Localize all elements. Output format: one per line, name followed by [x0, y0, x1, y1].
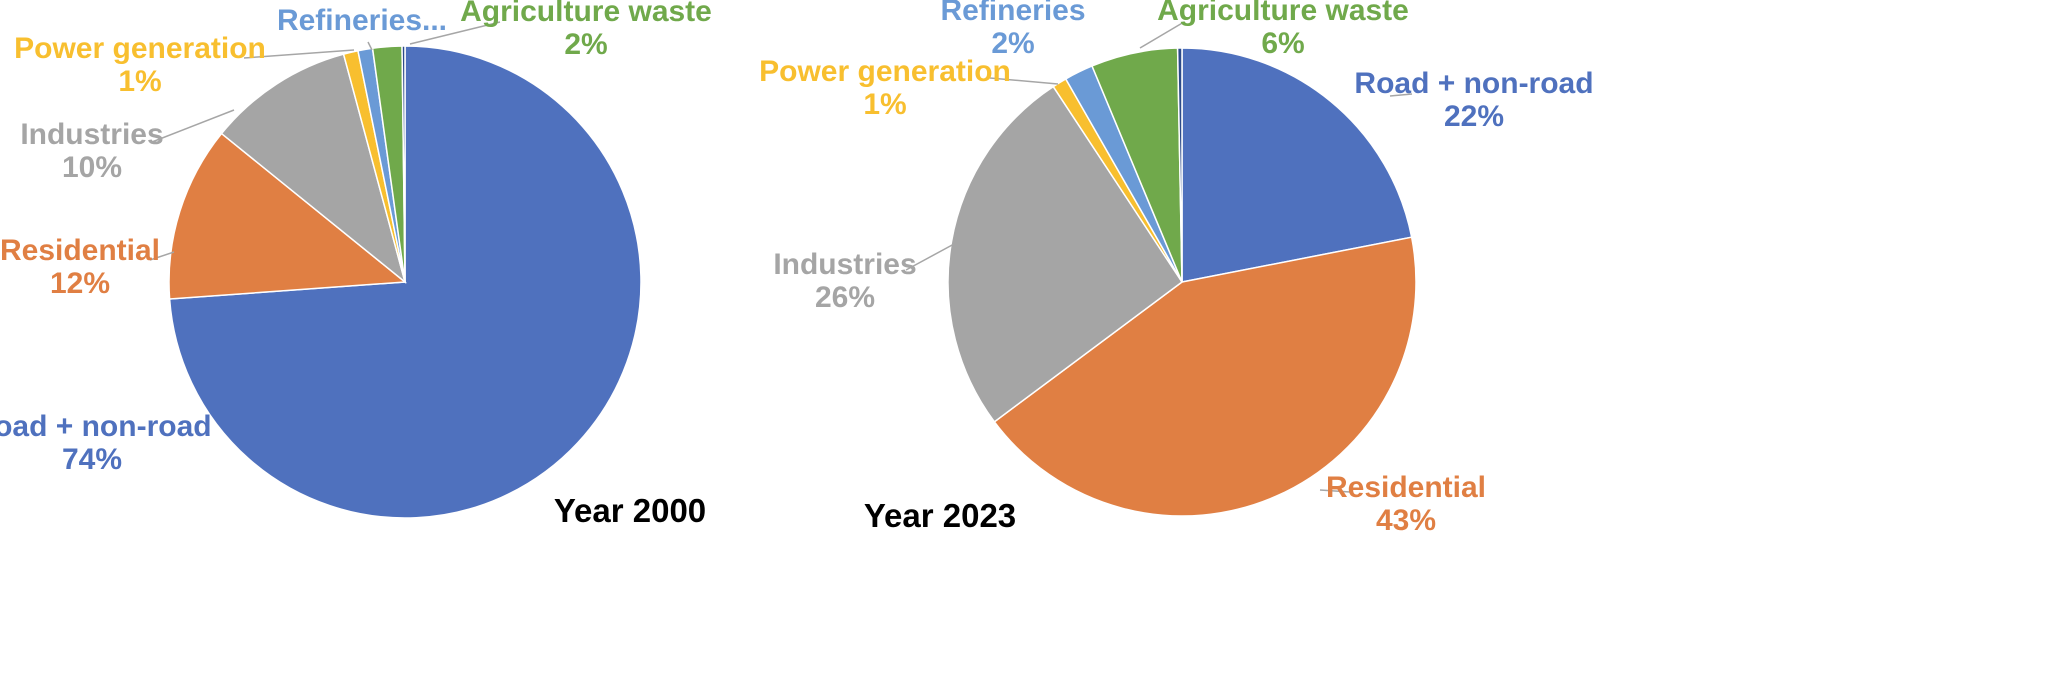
pie-slice-road-non-road — [1181, 47, 1413, 283]
pie-slice-industries — [947, 85, 1184, 423]
slice-label-percent: 1% — [118, 65, 161, 98]
leader-line — [1139, 21, 1185, 49]
slice-label-name: Power generation — [759, 55, 1011, 88]
slice-label-residential: Residential 12% — [0, 234, 160, 300]
slice-label-percent: 6% — [1261, 27, 1304, 60]
leader-line — [1389, 93, 1413, 97]
slice-label-percent: 10% — [62, 151, 122, 184]
slice-label-percent: 1% — [863, 88, 906, 121]
slice-label-refineries: Refineries 2% — [940, 0, 1085, 60]
slice-label-percent: 2% — [991, 27, 1034, 60]
chart-title: Year 2000 — [554, 492, 706, 529]
slice-label-name: Agriculture waste — [1157, 0, 1409, 27]
slice-label-name: Refineries... — [277, 4, 447, 37]
slice-label-industries: Industries 26% — [773, 248, 916, 314]
slice-label-agriculture-waste: Agriculture waste 6% — [1157, 0, 1409, 60]
slice-label-name: Residential — [1326, 471, 1486, 504]
pie-slice-other — [401, 45, 406, 283]
slice-label-name: Industries — [20, 118, 163, 151]
slice-label-name: Road + non-road — [1354, 67, 1593, 100]
slice-label-road-non-road: Road + non-road 22% — [1354, 67, 1593, 133]
leader-line — [905, 243, 955, 271]
slice-label-percent: 26% — [815, 281, 875, 314]
slice-label-power-generation: Power generation 1% — [759, 55, 1011, 121]
pie-slice-residential — [168, 132, 407, 300]
pie-slice-other — [1176, 47, 1183, 283]
slice-label-power-generation: Power generation 1% — [14, 32, 266, 98]
leader-line — [989, 77, 1059, 85]
slice-label-residential: Residential 43% — [1326, 471, 1486, 537]
slice-label-percent: 22% — [1444, 100, 1504, 133]
pie-slice-industries — [220, 53, 407, 285]
slice-label-agriculture-waste: Agriculture waste 2% — [460, 0, 712, 61]
slice-label-name: Agriculture waste — [460, 0, 712, 28]
leader-line — [1319, 489, 1351, 493]
slice-label-industries: Industries 10% — [20, 118, 163, 184]
slice-label-name: Power generation — [14, 32, 266, 65]
slice-label-name: Industries — [773, 248, 916, 281]
slice-label-name: Residential — [0, 234, 160, 267]
leader-line — [149, 251, 175, 261]
leader-line — [243, 49, 355, 59]
leader-line — [151, 109, 235, 143]
pie-chart-year-2023: Road + non-road 22% Residential 43% Industri… — [759, 0, 1593, 537]
pie-slice-residential — [993, 236, 1417, 517]
slice-label-percent: 74% — [62, 443, 122, 476]
slice-label-percent: 12% — [50, 267, 110, 300]
leader-line — [409, 21, 501, 45]
slice-label-percent: 2% — [564, 28, 607, 61]
slice-label-percent: 43% — [1376, 504, 1436, 537]
leader-line — [367, 41, 373, 51]
slice-label-name: Road + non-road — [0, 410, 212, 443]
slice-label-refineries: Refineries... — [277, 4, 447, 37]
slice-label-name: Refineries — [940, 0, 1085, 27]
chart-title: Year 2023 — [864, 497, 1016, 534]
